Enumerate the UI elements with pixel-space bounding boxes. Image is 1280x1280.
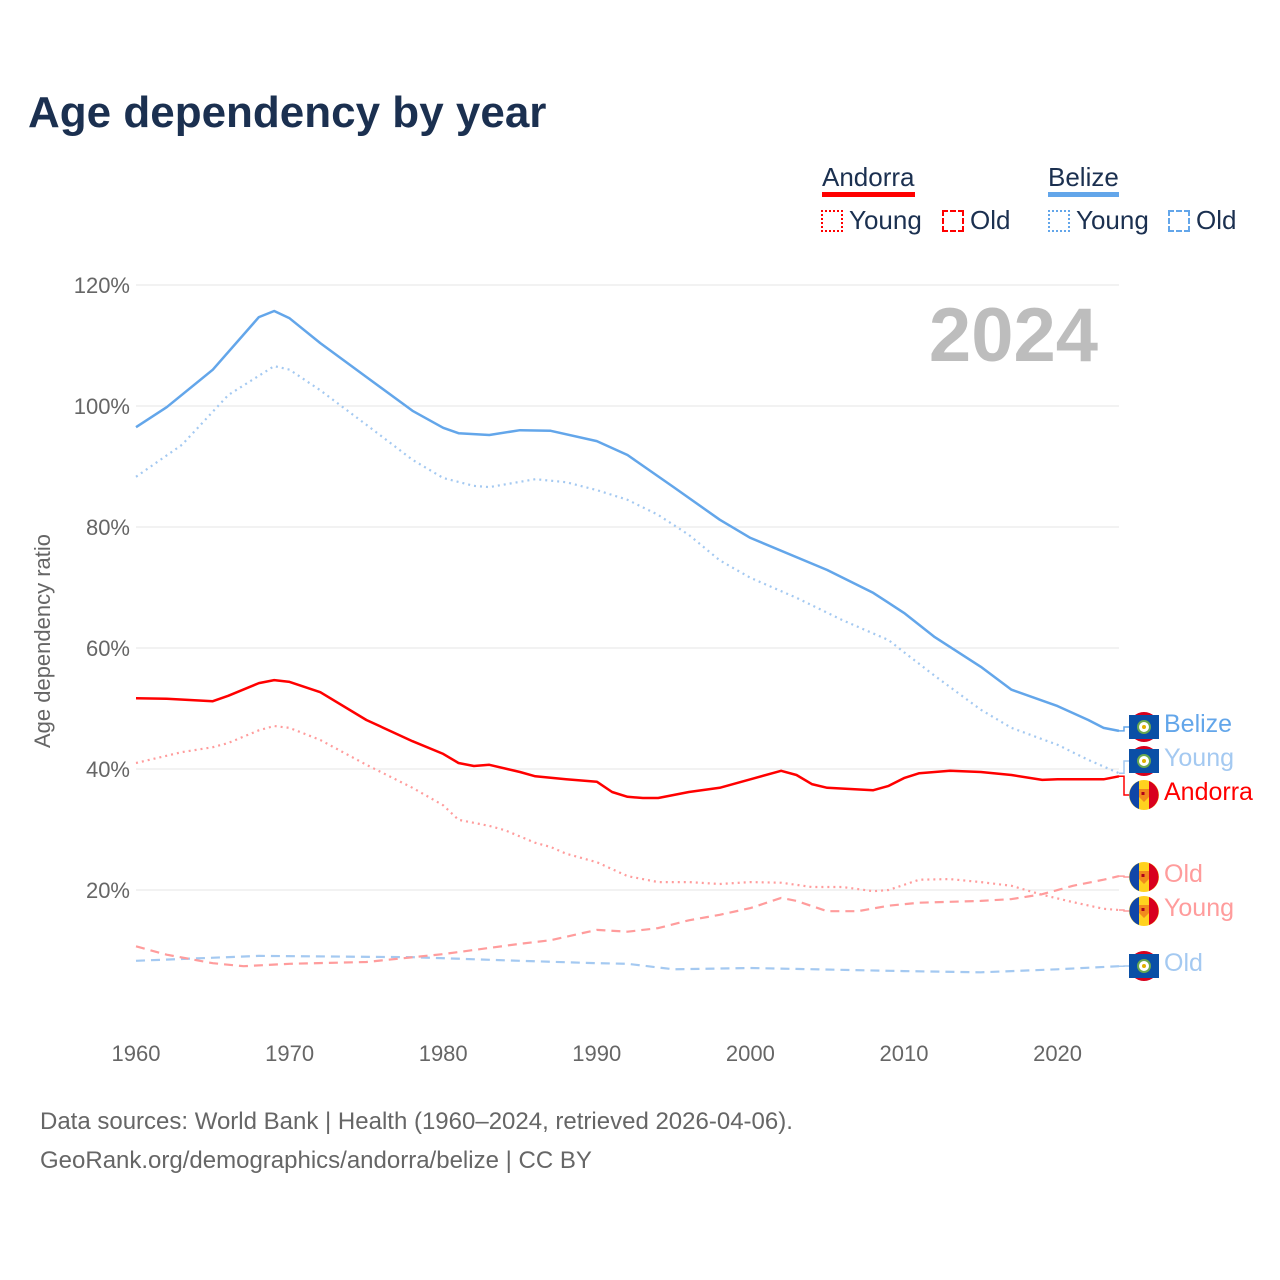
flag-red — [1149, 863, 1159, 891]
x-tick-label: 2010 — [879, 1041, 928, 1066]
flag-coat-detail — [1141, 874, 1145, 877]
source-line-2: GeoRank.org/demographics/andorra/belize … — [40, 1147, 592, 1174]
series-line-andorra-young — [135, 724, 1120, 912]
end-label-andorra: Andorra — [1164, 778, 1253, 806]
dotted-swatch-icon — [821, 210, 843, 232]
label-connector — [1119, 875, 1130, 878]
legend-andorra-label: Andorra — [822, 162, 915, 197]
legend-belize-label: Belize — [1048, 162, 1119, 197]
andorra-flag-icon — [1129, 780, 1159, 810]
legend-andorra: Andorra — [822, 162, 915, 197]
source-line-1: Data sources: World Bank | Health (1960–… — [40, 1108, 793, 1135]
andorra-flag-icon — [1129, 896, 1159, 926]
legend-belize-old: Old — [1168, 205, 1236, 236]
series-line-belize-old — [135, 954, 1120, 974]
y-tick-label: 20% — [86, 878, 130, 903]
legend-belize: Belize — [1048, 162, 1119, 197]
chart-title: Age dependency by year — [28, 88, 547, 137]
flag-blue — [1129, 897, 1139, 925]
end-label-andorra-old: Old — [1164, 860, 1203, 888]
y-axis-label: Age dependency ratio — [30, 534, 55, 748]
legend-young-label: Young — [1076, 205, 1149, 235]
dashed-swatch-icon — [942, 210, 964, 232]
x-tick-label: 1970 — [265, 1041, 314, 1066]
dotted-swatch-icon — [1048, 210, 1070, 232]
x-tick-label: 2020 — [1033, 1041, 1082, 1066]
flag-coat-detail — [1141, 792, 1145, 795]
end-label-belize: Belize — [1164, 710, 1233, 738]
x-tick-label: 1960 — [112, 1041, 161, 1066]
year-badge: 2024 — [928, 293, 1098, 378]
y-tick-label: 40% — [86, 757, 130, 782]
y-tick-label: 120% — [74, 273, 130, 298]
label-connector — [1119, 775, 1130, 796]
belize-flag-icon — [1129, 951, 1159, 981]
series-line-andorra-old — [135, 875, 1120, 968]
flag-red — [1149, 781, 1159, 809]
legend-belize-young: Young — [1048, 205, 1149, 236]
series-line-andorra — [135, 678, 1120, 800]
belize-flag-icon — [1129, 746, 1159, 776]
dashed-swatch-icon — [1168, 210, 1190, 232]
legend-andorra-young: Young — [821, 205, 922, 236]
andorra-flag-icon — [1129, 862, 1159, 892]
x-tick-label: 1990 — [572, 1041, 621, 1066]
belize-flag-icon — [1129, 712, 1159, 742]
y-tick-label: 60% — [86, 636, 130, 661]
label-connector — [1119, 760, 1130, 774]
end-label-belize-old: Old — [1164, 949, 1203, 977]
flag-emblem-core — [1142, 964, 1146, 968]
label-connector — [1119, 909, 1130, 912]
x-tick-label: 1980 — [419, 1041, 468, 1066]
series-line-belize — [135, 309, 1120, 733]
legend-young-label: Young — [849, 205, 922, 235]
x-tick-label: 2000 — [726, 1041, 775, 1066]
legend-old-label: Old — [970, 205, 1011, 235]
flag-blue — [1129, 781, 1139, 809]
flag-emblem-core — [1142, 725, 1146, 729]
end-label-belize-young: Young — [1164, 744, 1234, 772]
y-tick-label: 80% — [86, 515, 130, 540]
flag-blue — [1129, 863, 1139, 891]
flag-red — [1149, 897, 1159, 925]
legend-andorra-old: Old — [942, 205, 1010, 236]
legend-old-label: Old — [1196, 205, 1237, 235]
flag-coat-detail — [1141, 908, 1145, 911]
end-label-andorra-young: Young — [1164, 894, 1234, 922]
flag-emblem-core — [1142, 759, 1146, 763]
series-line-belize-young — [135, 365, 1120, 775]
label-connector — [1119, 726, 1130, 732]
y-tick-label: 100% — [74, 394, 130, 419]
